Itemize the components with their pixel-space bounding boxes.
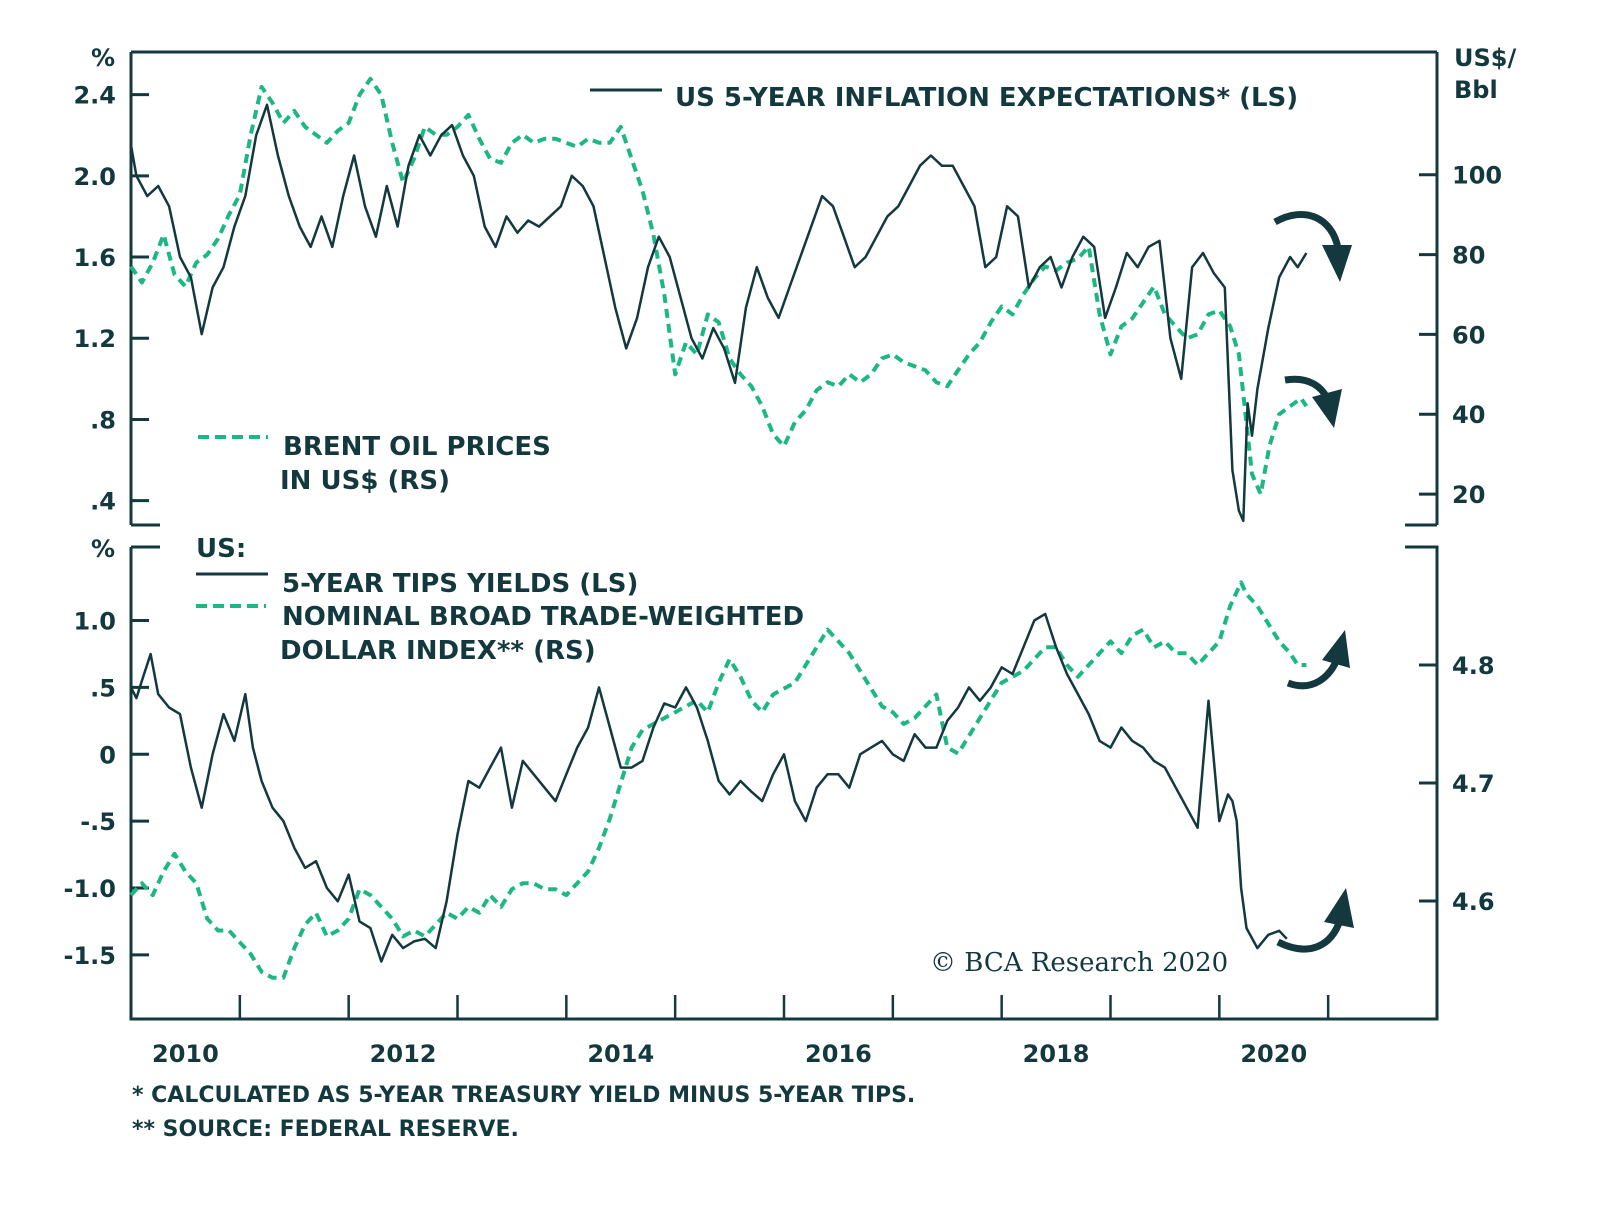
copyright-text: © BCA Research 2020 [930,948,1228,978]
legend-label-tips: 5-YEAR TIPS YIELDS (LS) [282,569,638,599]
right-tick-label: 4.7 [1452,770,1495,798]
series-line-brent-oil-prices-in-us-rs [129,76,1309,497]
legend-label-dollar-line2: DOLLAR INDEX** (RS) [280,636,596,666]
left-tick-label: -1.5 [64,942,116,970]
footnote-1: * CALCULATED AS 5-YEAR TREASURY YIELD MI… [132,1083,915,1108]
x-tick-label: 2014 [587,1040,654,1068]
legend-header-us: US: [196,534,246,564]
top-left-unit-label: % [91,44,115,72]
legend-label-brent-line2: IN US$ (RS) [280,466,450,496]
top-left-axis: .4 .8 1.2 1.6 2.0 2.4 [73,82,149,516]
left-tick-label: -1.0 [64,875,116,903]
left-tick-label: .8 [90,406,116,434]
x-tick-label: 2016 [805,1040,872,1068]
bottom-left-axis: -1.5 -1.0 -.5 0 .5 1.0 [64,608,149,970]
series-line-5-year-tips-yields-ls [129,612,1288,963]
left-tick-label: 1.6 [73,244,116,272]
x-tick-label: 2012 [370,1040,437,1068]
left-tick-label: 2.0 [73,163,116,191]
top-right-unit-label-line1: US$/ [1454,44,1516,72]
footnote-2: ** SOURCE: FEDERAL RESERVE. [132,1117,519,1142]
left-tick-label: 1.2 [73,325,116,353]
series-layer [129,76,1309,980]
right-tick-label: 4.6 [1452,888,1495,916]
top-right-axis: 20 40 60 80 100 [1419,162,1502,509]
down-arrow-inflation-icon [1273,210,1352,282]
left-tick-label: -.5 [80,808,116,836]
x-tick-label: 2018 [1023,1040,1090,1068]
left-tick-label: .5 [90,674,116,702]
left-tick-label: .4 [90,488,116,516]
up-arrow-tips-icon [1276,888,1354,953]
left-tick-label: 1.0 [73,608,116,636]
bottom-right-axis: 4.6 4.7 4.8 [1419,652,1495,916]
down-arrow-oil-icon [1284,375,1342,428]
legend-label-inflation: US 5-YEAR INFLATION EXPECTATIONS* (LS) [675,83,1298,113]
left-tick-label: 2.4 [73,82,116,110]
series-line-nominal-broad-trade-weighted-dollar-index-rs [129,580,1307,980]
right-tick-label: 60 [1452,321,1485,349]
x-axis: 2010 2012 2014 2016 2018 2020 [129,995,1439,1068]
legend-label-brent-line1: BRENT OIL PRICES [283,432,551,462]
bottom-left-unit-label: % [91,535,115,563]
x-tick-label: 2020 [1240,1040,1307,1068]
right-tick-label: 80 [1452,242,1485,270]
x-tick-label: 2010 [152,1040,219,1068]
right-tick-label: 4.8 [1452,652,1495,680]
left-tick-label: 0 [99,741,116,769]
top-right-unit-label-line2: Bbl [1454,76,1498,104]
right-tick-label: 20 [1452,481,1485,509]
up-arrow-dollar-icon [1286,630,1350,690]
right-tick-label: 100 [1452,162,1502,190]
right-tick-label: 40 [1452,401,1485,429]
series-line-us-5-year-inflation-expectations-ls [129,103,1308,523]
legend-label-dollar-line1: NOMINAL BROAD TRADE-WEIGHTED [282,602,804,632]
top-panel-frame [129,50,1439,527]
